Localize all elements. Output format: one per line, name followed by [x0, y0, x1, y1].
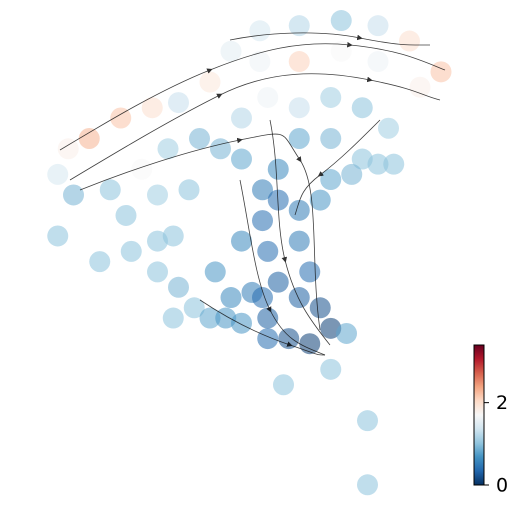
point	[357, 410, 378, 432]
point	[267, 271, 289, 293]
point	[249, 51, 271, 73]
point	[220, 40, 242, 62]
point	[383, 153, 405, 175]
point	[288, 51, 310, 73]
point	[231, 148, 252, 170]
point	[257, 86, 279, 108]
point	[220, 287, 242, 309]
point	[288, 97, 310, 119]
point	[141, 97, 163, 119]
point	[257, 328, 279, 350]
point	[367, 51, 389, 73]
point	[409, 76, 431, 98]
point	[288, 230, 310, 252]
point	[278, 328, 300, 350]
point	[147, 184, 168, 206]
colorbar	[473, 344, 485, 486]
streamlines	[59, 32, 446, 356]
point	[99, 179, 121, 201]
point	[351, 97, 373, 119]
point	[320, 128, 342, 150]
point	[204, 261, 226, 283]
point	[110, 107, 132, 129]
point	[199, 307, 221, 329]
point	[189, 128, 210, 150]
streamline	[239, 179, 326, 356]
point	[430, 61, 452, 83]
point	[252, 210, 273, 232]
point	[320, 358, 342, 380]
point	[178, 179, 200, 201]
streamline	[69, 73, 441, 181]
point	[199, 71, 221, 93]
streamline	[294, 119, 381, 216]
point	[257, 307, 279, 329]
point	[252, 287, 273, 309]
streamline	[199, 299, 326, 356]
point	[288, 287, 310, 309]
point	[367, 15, 389, 37]
point	[120, 240, 142, 262]
point	[89, 251, 111, 273]
point	[341, 163, 363, 185]
colorbar-tick-label: 0	[496, 475, 508, 497]
streamline	[229, 32, 431, 46]
point	[299, 333, 321, 355]
colorbar-tick-label: 2	[496, 392, 508, 414]
point	[309, 189, 331, 211]
point	[147, 261, 168, 283]
point	[47, 225, 69, 247]
point	[257, 240, 279, 262]
point	[399, 30, 420, 52]
point	[63, 184, 84, 206]
point	[231, 230, 252, 252]
point	[367, 153, 389, 175]
streamline	[79, 133, 321, 331]
point	[351, 148, 373, 170]
point	[320, 169, 342, 191]
point	[309, 297, 331, 319]
point	[168, 92, 189, 114]
colorbar-ticks: 02	[484, 392, 508, 497]
point	[215, 307, 237, 329]
point	[320, 317, 342, 339]
points	[47, 10, 452, 496]
point	[147, 230, 168, 252]
point	[131, 158, 153, 180]
point	[299, 261, 321, 283]
streamline	[269, 119, 331, 346]
point	[57, 138, 79, 160]
point	[267, 158, 289, 180]
point	[183, 297, 205, 319]
point	[231, 107, 252, 129]
point	[288, 15, 310, 37]
point	[288, 199, 310, 221]
point	[378, 117, 399, 139]
point	[288, 128, 310, 150]
point	[252, 179, 273, 201]
point	[249, 20, 271, 42]
point	[330, 10, 352, 32]
point	[47, 163, 69, 185]
point	[168, 276, 189, 298]
point	[162, 225, 184, 247]
point	[231, 312, 252, 334]
point	[157, 138, 179, 160]
point	[78, 128, 100, 150]
point	[357, 474, 378, 496]
point	[273, 374, 294, 396]
point	[267, 189, 289, 211]
point	[162, 307, 184, 329]
streamline	[59, 41, 446, 151]
point	[320, 86, 342, 108]
point	[336, 322, 357, 344]
point	[210, 138, 231, 160]
point	[115, 204, 137, 226]
